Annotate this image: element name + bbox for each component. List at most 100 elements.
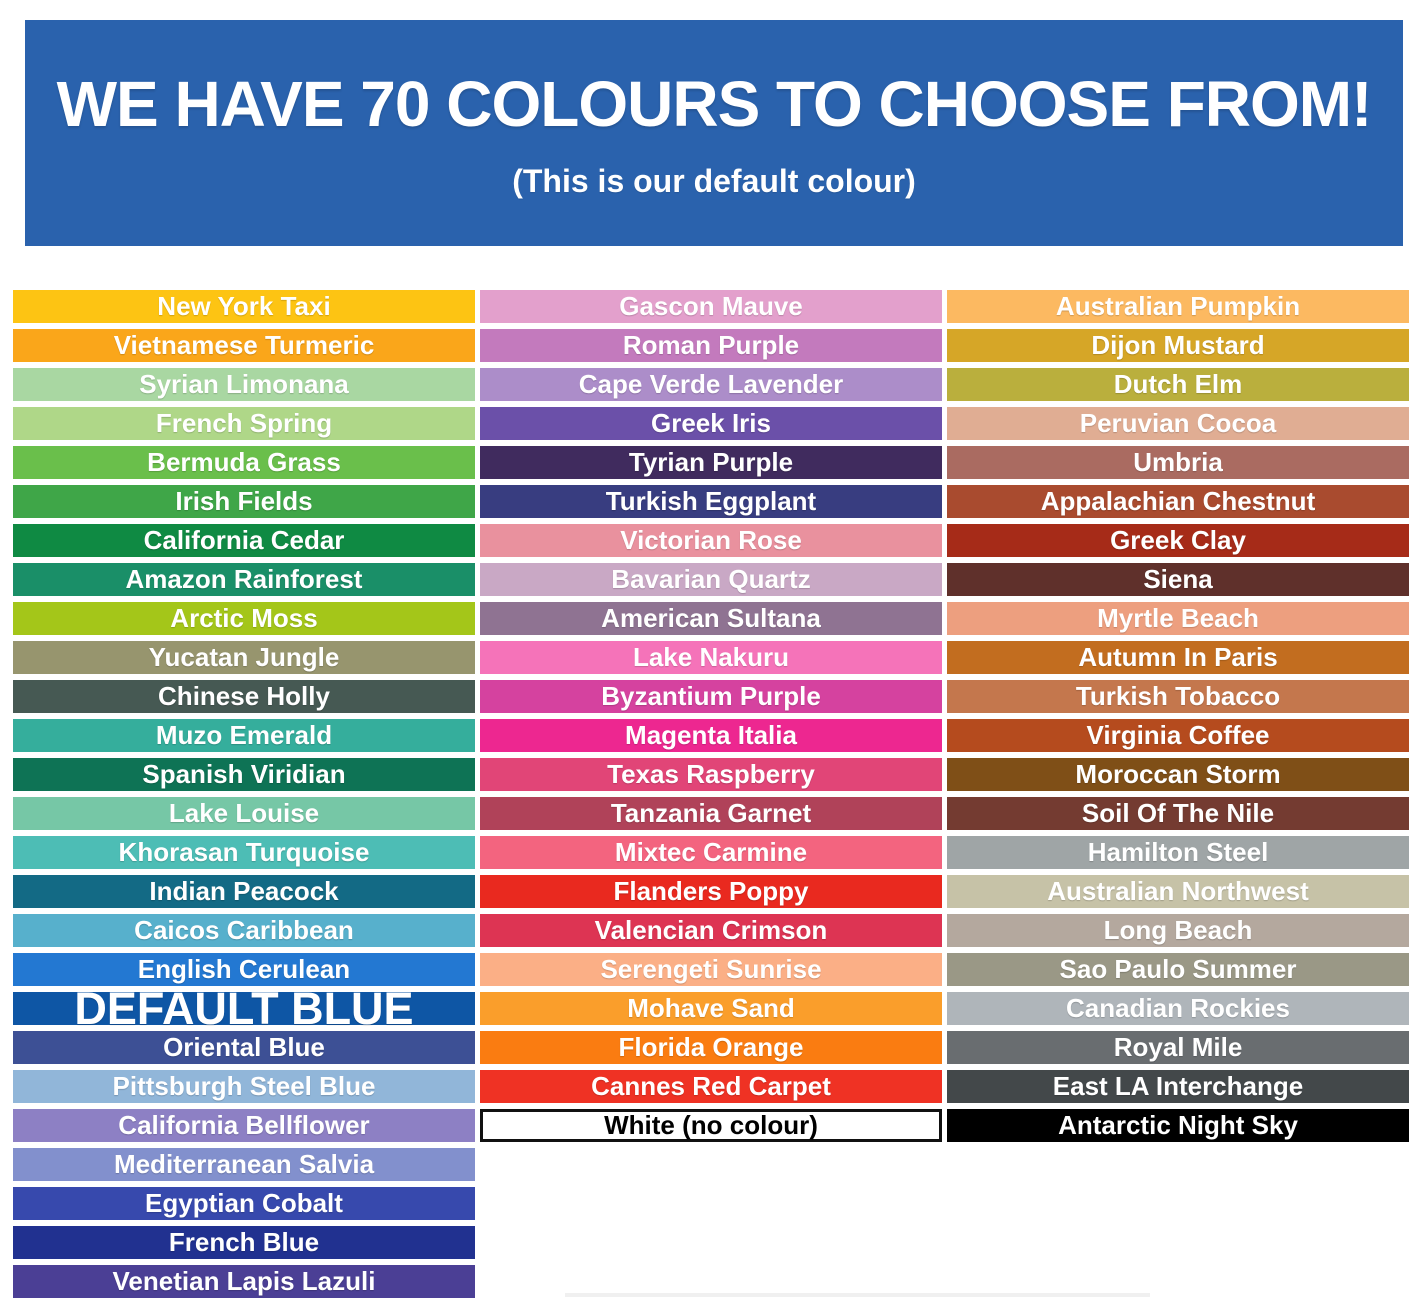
swatch-muzo-emerald[interactable]: Muzo Emerald xyxy=(13,719,475,752)
swatch-tanzania-garnet[interactable]: Tanzania Garnet xyxy=(480,797,942,830)
swatch-khorasan-turquoise[interactable]: Khorasan Turquoise xyxy=(13,836,475,869)
swatch-label: Australian Pumpkin xyxy=(1055,291,1301,321)
swatch-cannes-red-carpet[interactable]: Cannes Red Carpet xyxy=(480,1070,942,1103)
swatch-label: Greek Iris xyxy=(651,408,771,438)
swatch-magenta-italia[interactable]: Magenta Italia xyxy=(480,719,942,752)
swatch-label: New York Taxi xyxy=(157,291,331,321)
swatch-lake-louise[interactable]: Lake Louise xyxy=(13,797,475,830)
swatch-antarctic-night-sky[interactable]: Antarctic Night Sky xyxy=(947,1109,1409,1142)
swatch-sao-paulo-summer[interactable]: Sao Paulo Summer xyxy=(947,953,1409,986)
swatch-long-beach[interactable]: Long Beach xyxy=(947,914,1409,947)
swatch-serengeti-sunrise[interactable]: Serengeti Sunrise xyxy=(480,953,942,986)
swatch-label: Turkish Tobacco xyxy=(1075,681,1281,711)
swatch-label: Cannes Red Carpet xyxy=(591,1071,831,1101)
swatch-canadian-rockies[interactable]: Canadian Rockies xyxy=(947,992,1409,1025)
swatch-mohave-sand[interactable]: Mohave Sand xyxy=(480,992,942,1025)
swatch-label: Royal Mile xyxy=(1113,1032,1243,1062)
swatch-new-york-taxi[interactable]: New York Taxi xyxy=(13,290,475,323)
swatch-turkish-eggplant[interactable]: Turkish Eggplant xyxy=(480,485,942,518)
swatch-myrtle-beach[interactable]: Myrtle Beach xyxy=(947,602,1409,635)
swatch-dijon-mustard[interactable]: Dijon Mustard xyxy=(947,329,1409,362)
swatch-australian-northwest[interactable]: Australian Northwest xyxy=(947,875,1409,908)
swatch-mixtec-carmine[interactable]: Mixtec Carmine xyxy=(480,836,942,869)
swatch-florida-orange[interactable]: Florida Orange xyxy=(480,1031,942,1064)
swatch-label: Hamilton Steel xyxy=(1087,837,1269,867)
swatch-label: American Sultana xyxy=(601,603,821,633)
swatch-caicos-caribbean[interactable]: Caicos Caribbean xyxy=(13,914,475,947)
swatch-french-blue[interactable]: French Blue xyxy=(13,1226,475,1259)
swatch-east-la-interchange[interactable]: East LA Interchange xyxy=(947,1070,1409,1103)
swatch-label: Spanish Viridian xyxy=(142,759,346,789)
swatch-yucatan-jungle[interactable]: Yucatan Jungle xyxy=(13,641,475,674)
swatch-valencian-crimson[interactable]: Valencian Crimson xyxy=(480,914,942,947)
swatch-vietnamese-turmeric[interactable]: Vietnamese Turmeric xyxy=(13,329,475,362)
swatch-moroccan-storm[interactable]: Moroccan Storm xyxy=(947,758,1409,791)
swatch-default-blue[interactable]: DEFAULT BLUE xyxy=(13,986,475,1031)
swatch-label: Cape Verde Lavender xyxy=(578,369,844,399)
swatch-umbria[interactable]: Umbria xyxy=(947,446,1409,479)
swatch-label: Siena xyxy=(1143,564,1213,594)
swatch-indian-peacock[interactable]: Indian Peacock xyxy=(13,875,475,908)
swatch-english-cerulean[interactable]: English Cerulean xyxy=(13,953,475,986)
swatch-royal-mile[interactable]: Royal Mile xyxy=(947,1031,1409,1064)
swatch-label: Byzantium Purple xyxy=(601,681,821,711)
swatch-siena[interactable]: Siena xyxy=(947,563,1409,596)
swatch-venetian-lapis-lazuli[interactable]: Venetian Lapis Lazuli xyxy=(13,1265,475,1298)
swatch-spanish-viridian[interactable]: Spanish Viridian xyxy=(13,758,475,791)
cropped-text-artifact xyxy=(565,1293,1150,1297)
swatch-label: Bavarian Quartz xyxy=(611,564,811,594)
swatch-dutch-elm[interactable]: Dutch Elm xyxy=(947,368,1409,401)
swatch-irish-fields[interactable]: Irish Fields xyxy=(13,485,475,518)
swatch-hamilton-steel[interactable]: Hamilton Steel xyxy=(947,836,1409,869)
swatch-syrian-limonana[interactable]: Syrian Limonana xyxy=(13,368,475,401)
swatch-appalachian-chestnut[interactable]: Appalachian Chestnut xyxy=(947,485,1409,518)
swatch-amazon-rainforest[interactable]: Amazon Rainforest xyxy=(13,563,475,596)
swatch-gascon-mauve[interactable]: Gascon Mauve xyxy=(480,290,942,323)
swatch-label: Arctic Moss xyxy=(170,603,318,633)
swatch-label: Mixtec Carmine xyxy=(614,837,808,867)
swatch-label: Roman Purple xyxy=(622,330,800,360)
swatch-label: Soil Of The Nile xyxy=(1081,798,1275,828)
swatch-bermuda-grass[interactable]: Bermuda Grass xyxy=(13,446,475,479)
swatch-california-bellflower[interactable]: California Bellflower xyxy=(13,1109,475,1142)
swatch-greek-clay[interactable]: Greek Clay xyxy=(947,524,1409,557)
swatch-chinese-holly[interactable]: Chinese Holly xyxy=(13,680,475,713)
swatch-pittsburgh-steel-blue[interactable]: Pittsburgh Steel Blue xyxy=(13,1070,475,1103)
swatch-virginia-coffee[interactable]: Virginia Coffee xyxy=(947,719,1409,752)
swatch-mediterranean-salvia[interactable]: Mediterranean Salvia xyxy=(13,1148,475,1181)
swatch-greek-iris[interactable]: Greek Iris xyxy=(480,407,942,440)
swatch-french-spring[interactable]: French Spring xyxy=(13,407,475,440)
swatch-turkish-tobacco[interactable]: Turkish Tobacco xyxy=(947,680,1409,713)
swatch-label: Serengeti Sunrise xyxy=(600,954,822,984)
swatch-label: Muzo Emerald xyxy=(155,720,333,750)
swatch-cape-verde-lavender[interactable]: Cape Verde Lavender xyxy=(480,368,942,401)
swatch-peruvian-cocoa[interactable]: Peruvian Cocoa xyxy=(947,407,1409,440)
swatch-label: Amazon Rainforest xyxy=(125,564,363,594)
swatch-label: Pittsburgh Steel Blue xyxy=(112,1071,376,1101)
swatch-victorian-rose[interactable]: Victorian Rose xyxy=(480,524,942,557)
swatch-byzantium-purple[interactable]: Byzantium Purple xyxy=(480,680,942,713)
swatch-soil-of-the-nile[interactable]: Soil Of The Nile xyxy=(947,797,1409,830)
swatch-bavarian-quartz[interactable]: Bavarian Quartz xyxy=(480,563,942,596)
swatch-label: Canadian Rockies xyxy=(1066,993,1290,1023)
swatch-oriental-blue[interactable]: Oriental Blue xyxy=(13,1031,475,1064)
swatch-column-1: New York Taxi Vietnamese Turmeric Syrian L… xyxy=(13,290,475,1298)
swatch-texas-raspberry[interactable]: Texas Raspberry xyxy=(480,758,942,791)
swatch-american-sultana[interactable]: American Sultana xyxy=(480,602,942,635)
swatch-label: Greek Clay xyxy=(1110,525,1246,555)
swatch-label: Appalachian Chestnut xyxy=(1040,486,1316,516)
swatch-white-no-colour[interactable]: White (no colour) xyxy=(480,1109,942,1142)
swatch-australian-pumpkin[interactable]: Australian Pumpkin xyxy=(947,290,1409,323)
swatch-egyptian-cobalt[interactable]: Egyptian Cobalt xyxy=(13,1187,475,1220)
swatch-flanders-poppy[interactable]: Flanders Poppy xyxy=(480,875,942,908)
swatch-arctic-moss[interactable]: Arctic Moss xyxy=(13,602,475,635)
swatch-label: California Bellflower xyxy=(118,1110,370,1140)
swatch-roman-purple[interactable]: Roman Purple xyxy=(480,329,942,362)
swatch-column-3: Australian Pumpkin Dijon Mustard Dutch Elm… xyxy=(947,290,1409,1298)
swatch-california-cedar[interactable]: California Cedar xyxy=(13,524,475,557)
swatch-tyrian-purple[interactable]: Tyrian Purple xyxy=(480,446,942,479)
swatch-label: Mediterranean Salvia xyxy=(113,1149,375,1179)
swatch-lake-nakuru[interactable]: Lake Nakuru xyxy=(480,641,942,674)
swatch-label: Sao Paulo Summer xyxy=(1059,954,1297,984)
swatch-autumn-in-paris[interactable]: Autumn In Paris xyxy=(947,641,1409,674)
